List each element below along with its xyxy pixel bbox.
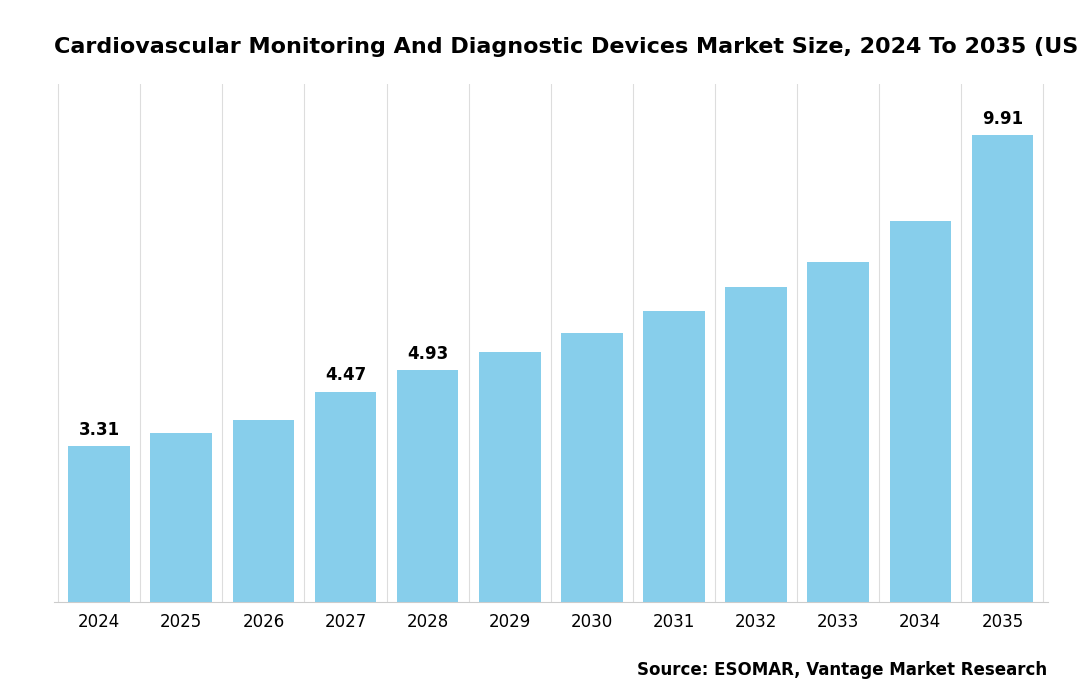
Bar — [890, 220, 951, 602]
Bar — [478, 352, 540, 602]
Bar — [726, 288, 787, 602]
Text: 4.93: 4.93 — [407, 345, 448, 363]
Bar — [150, 433, 212, 602]
Text: 4.47: 4.47 — [325, 366, 366, 384]
Bar — [314, 391, 376, 602]
Bar — [562, 332, 623, 602]
Bar — [972, 135, 1034, 602]
Text: 9.91: 9.91 — [982, 111, 1023, 128]
Bar — [808, 262, 869, 602]
Bar — [68, 446, 130, 602]
Bar — [644, 311, 705, 602]
Text: Cardiovascular Monitoring And Diagnostic Devices Market Size, 2024 To 2035 (USD : Cardiovascular Monitoring And Diagnostic… — [54, 37, 1080, 57]
Text: 3.31: 3.31 — [79, 421, 120, 439]
Text: Source: ESOMAR, Vantage Market Research: Source: ESOMAR, Vantage Market Research — [637, 661, 1048, 679]
Bar — [232, 420, 294, 602]
Bar — [396, 370, 458, 602]
